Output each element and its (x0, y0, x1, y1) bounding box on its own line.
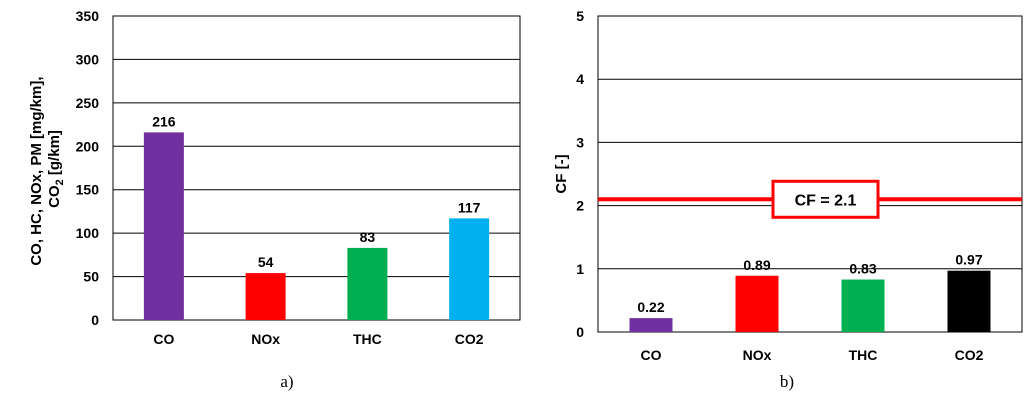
chart-a-y-tick-label: 100 (76, 225, 100, 241)
chart-b-y-tick-label: 4 (576, 71, 584, 87)
chart-a-bars (143, 132, 490, 320)
chart-b-data-label-nox: 0.89 (743, 257, 770, 273)
chart-b-caption: b) (780, 372, 794, 391)
chart-b-y-tick-labels: 0 1 2 3 4 5 (576, 8, 584, 340)
chart-a-y-axis-label-line1: CO, HC, NOx, PM [mg/km], (28, 76, 45, 265)
chart-a-data-label-nox: 54 (258, 254, 274, 270)
chart-a-bar-co2 (449, 218, 490, 320)
chart-b-reference-line-group: CF = 2.1 (598, 179, 1022, 219)
chart-a-plot-frame (112, 15, 521, 321)
chart-a-y-tick-label: 350 (76, 8, 100, 24)
chart-a-category-co: CO (153, 331, 174, 347)
chart-b-gridlines (598, 78, 1022, 270)
chart-b-bar-thc (841, 279, 885, 332)
chart-b-y-tick-label: 3 (576, 134, 584, 150)
chart-a-y-tick-label: 200 (76, 138, 100, 154)
chart-b-bars (629, 270, 991, 332)
chart-b-y-tick-label: 0 (576, 324, 584, 340)
chart-a-y-tick-label: 50 (83, 269, 99, 285)
chart-a-y-tick-labels: 0 50 100 150 200 250 300 350 (76, 8, 100, 328)
chart-b-bar-nox (735, 275, 779, 332)
chart-a-data-label-thc: 83 (360, 229, 376, 245)
chart-a-y-axis-label: CO, HC, NOx, PM [mg/km], CO2 [g/km] (28, 72, 66, 265)
chart-b-data-labels: 0.22 0.89 0.83 0.97 (637, 252, 982, 315)
chart-a-data-labels: 216 54 83 117 (152, 113, 480, 270)
chart-a-y-axis-label-subscript: 2 (54, 179, 66, 185)
chart-a-y-tick-label: 250 (76, 95, 100, 111)
chart-b-bar-co (629, 318, 673, 332)
chart-b-plot-frame (597, 15, 1023, 333)
chart-b-data-label-co: 0.22 (637, 299, 664, 315)
chart-a-y-axis-label-unit: [g/km] (46, 130, 63, 179)
chart-a-y-tick-label: 300 (76, 51, 100, 67)
chart-a-bar-co (143, 132, 184, 320)
chart-a-category-nox: NOx (251, 331, 280, 347)
chart-b-data-label-thc: 0.83 (849, 261, 876, 277)
chart-a-caption: a) (280, 372, 293, 391)
chart-b-reference-label: CF = 2.1 (795, 192, 857, 209)
chart-b-category-co2: CO2 (955, 347, 984, 363)
chart-b-category-nox: NOx (743, 347, 772, 363)
chart-a-category-thc: THC (353, 331, 382, 347)
chart-b-data-label-co2: 0.97 (955, 252, 982, 268)
chart-b-y-tick-label: 2 (576, 198, 584, 214)
chart-b-category-thc: THC (849, 347, 878, 363)
chart-a-y-tick-label: 150 (76, 182, 100, 198)
chart-a-category-co2: CO2 (455, 331, 484, 347)
chart-b-y-axis-label: CF [-] (553, 154, 570, 193)
chart-b-y-tick-label: 1 (576, 261, 584, 277)
chart-a-data-label-co: 216 (152, 113, 176, 129)
chart-b-bar-co2 (947, 270, 991, 332)
chart-b-reference-label-box (771, 179, 880, 219)
chart-b: CF = 2.1 0 1 2 3 4 5 CO NOx THC CO2 0.22 0.89 0.83… (553, 8, 1023, 391)
chart-b-category-labels: CO NOx THC CO2 (641, 347, 984, 363)
chart-a-data-label-co2: 117 (458, 199, 481, 215)
chart-a-y-tick-label: 0 (91, 312, 99, 328)
chart-a-bar-nox (245, 273, 286, 320)
chart-a-category-labels: CO NOx THC CO2 (153, 331, 483, 347)
chart-a-bar-thc (347, 247, 388, 320)
chart-b-category-co: CO (641, 347, 662, 363)
chart-b-y-tick-label: 5 (576, 8, 584, 24)
chart-a-y-axis-label-co2: CO (46, 185, 63, 208)
